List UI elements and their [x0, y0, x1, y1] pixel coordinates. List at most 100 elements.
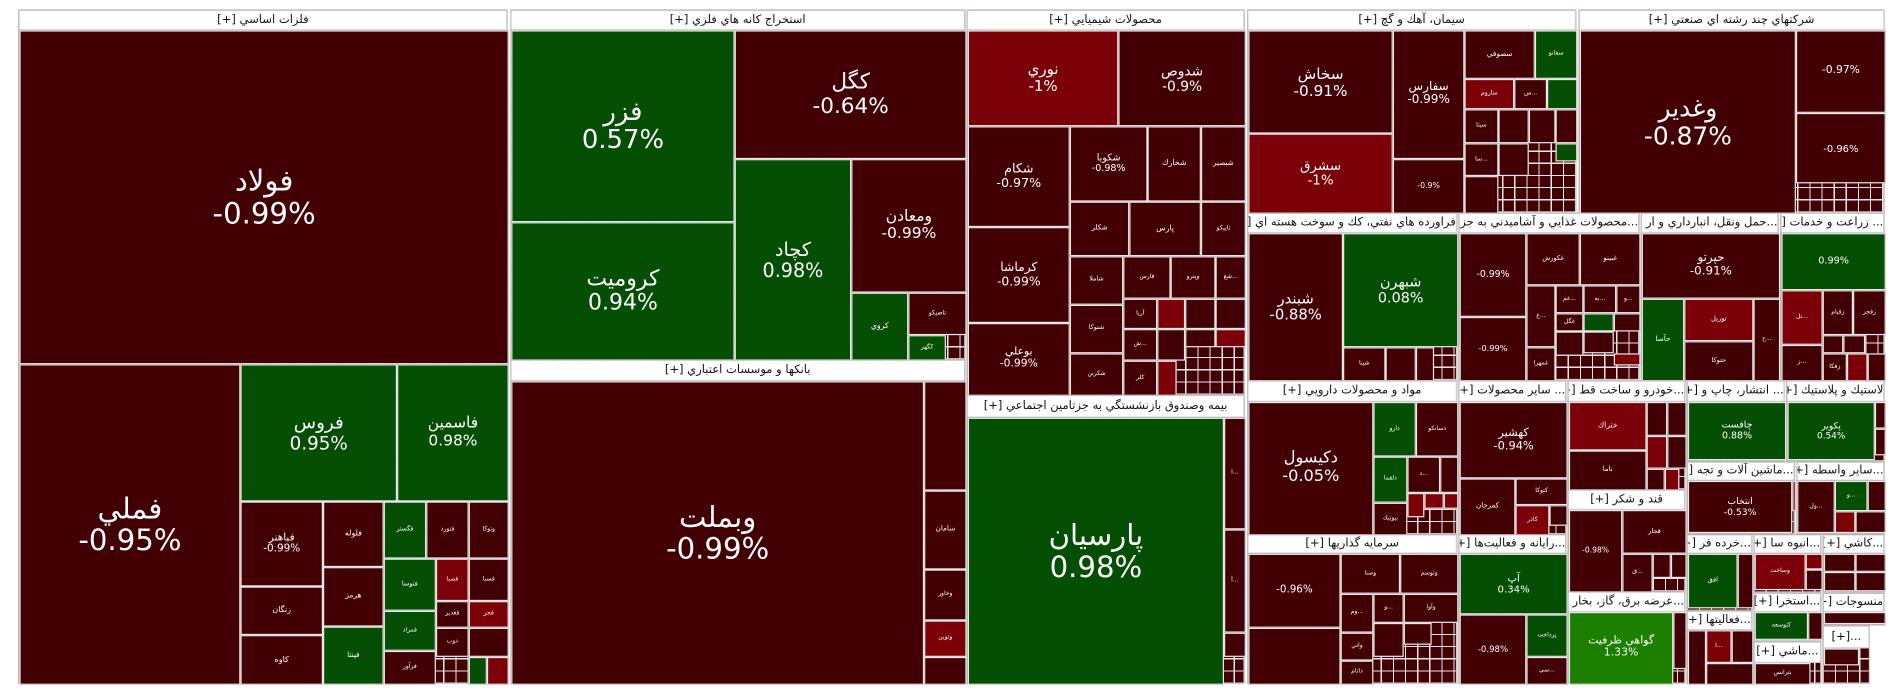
- stock-tile[interactable]: ...و: [1616, 285, 1641, 314]
- stock-tile[interactable]: [1867, 480, 1886, 512]
- stock-tile[interactable]: سخاش -0.91%: [1248, 30, 1393, 134]
- stock-tile[interactable]: [468, 627, 509, 657]
- stock-tile[interactable]: [1855, 571, 1886, 592]
- stock-tile[interactable]: سصوفي: [1464, 30, 1535, 79]
- stock-tile[interactable]: [1498, 143, 1529, 177]
- stock-tile[interactable]: -0.99%: [1459, 316, 1527, 382]
- stock-tile[interactable]: ...ا: [1706, 630, 1732, 664]
- stock-tile[interactable]: 0.99%: [1781, 233, 1886, 291]
- stock-tile[interactable]: كگل -0.64%: [734, 30, 967, 160]
- sector-header[interactable]: ... زراعت و خدمات [+]: [1781, 213, 1884, 234]
- stock-tile[interactable]: [1555, 109, 1578, 144]
- stock-tile[interactable]: بيوتيك: [1373, 502, 1408, 536]
- stock-tile[interactable]: [1667, 401, 1687, 436]
- stock-tile[interactable]: كلر: [1123, 360, 1158, 396]
- stock-tile[interactable]: سامان: [924, 490, 967, 570]
- stock-tile[interactable]: حپرتو -0.91%: [1641, 233, 1781, 299]
- stock-tile[interactable]: [1583, 313, 1614, 332]
- stock-tile[interactable]: بوعلي -0.99%: [967, 323, 1070, 396]
- stock-tile[interactable]: [1215, 329, 1246, 348]
- stock-tile[interactable]: كگهر: [908, 335, 946, 361]
- stock-tile[interactable]: [1185, 298, 1216, 330]
- stock-tile[interactable]: ...به: [1583, 285, 1617, 314]
- stock-tile[interactable]: زقيام: [1822, 290, 1854, 336]
- stock-tile[interactable]: ...شغ: [1215, 256, 1246, 299]
- sector-header[interactable]: ...حمل ونقل، انبارداري و ار [+]: [1641, 213, 1778, 234]
- stock-tile[interactable]: ذوب: [435, 627, 469, 657]
- stock-tile[interactable]: [1874, 401, 1886, 429]
- stock-tile[interactable]: [1855, 553, 1886, 572]
- stock-tile[interactable]: [1687, 630, 1707, 685]
- stock-tile[interactable]: سيتا: [1464, 109, 1499, 144]
- stock-tile[interactable]: ...وم: [1340, 593, 1374, 633]
- stock-tile[interactable]: ...س: [1514, 78, 1548, 110]
- stock-tile[interactable]: [1185, 329, 1216, 348]
- stock-tile[interactable]: حآسا: [1641, 298, 1685, 382]
- sector-header[interactable]: ...عرضه برق، گاز، بخار [+]: [1568, 592, 1685, 613]
- stock-tile[interactable]: شبندر -0.88%: [1248, 233, 1344, 382]
- stock-tile[interactable]: فصبا: [435, 558, 469, 602]
- sector-header[interactable]: مواد و محصولات دارويي [+]: [1248, 381, 1456, 402]
- stock-tile[interactable]: -0.96%: [1795, 112, 1886, 184]
- stock-tile[interactable]: فلوله: [323, 501, 384, 568]
- sector-header[interactable]: ...ساير واسطه [+]: [1797, 462, 1884, 481]
- stock-tile[interactable]: شاملا: [1069, 256, 1124, 305]
- stock-tile[interactable]: [1385, 347, 1416, 382]
- stock-tile[interactable]: فجر: [468, 601, 509, 628]
- stock-tile[interactable]: فتوسا: [383, 558, 436, 611]
- stock-tile[interactable]: [1443, 493, 1459, 509]
- stock-tile[interactable]: فروس 0.95%: [240, 364, 398, 502]
- stock-tile[interactable]: كاذر: [1515, 505, 1550, 536]
- sector-header[interactable]: ...خرده فر [+]: [1687, 535, 1752, 554]
- stock-tile[interactable]: [1549, 505, 1568, 526]
- stock-tile[interactable]: غبينو: [1579, 233, 1641, 286]
- stock-tile[interactable]: غمهرا: [1526, 347, 1556, 382]
- stock-tile[interactable]: فنورد: [426, 501, 469, 559]
- stock-tile[interactable]: [468, 656, 487, 685]
- stock-tile[interactable]: [1646, 435, 1668, 469]
- stock-tile[interactable]: فزر 0.57%: [511, 30, 735, 223]
- stock-tile[interactable]: [1822, 335, 1844, 354]
- stock-tile[interactable]: واتي: [1340, 632, 1374, 661]
- stock-tile[interactable]: غگل: [1555, 313, 1584, 332]
- stock-tile[interactable]: [1823, 571, 1856, 592]
- stock-tile[interactable]: ...و: [1373, 593, 1404, 623]
- sector-header[interactable]: ...رايانه و فعاليت‌ها [+]: [1459, 535, 1566, 554]
- sector-header[interactable]: ...خودرو و ساخت قط [+]: [1568, 381, 1685, 402]
- stock-tile[interactable]: [1664, 468, 1680, 491]
- sector-header[interactable]: لاستيك و پلاستيك [+]: [1787, 381, 1884, 402]
- stock-tile[interactable]: [1555, 143, 1578, 162]
- stock-tile[interactable]: [1157, 329, 1186, 361]
- stock-tile[interactable]: شبصير: [1200, 126, 1246, 202]
- sector-header[interactable]: ... ساير محصولات [+]: [1459, 381, 1566, 402]
- stock-tile[interactable]: [1215, 298, 1246, 330]
- stock-tile[interactable]: [1670, 553, 1687, 579]
- stock-tile[interactable]: -0.98%: [1459, 614, 1527, 685]
- stock-tile[interactable]: وساخت: [1754, 553, 1806, 591]
- stock-tile[interactable]: شبهرن 0.08%: [1343, 233, 1459, 348]
- stock-tile[interactable]: ساروم: [1464, 78, 1515, 110]
- stock-tile[interactable]: شكلر: [1069, 201, 1130, 257]
- stock-tile[interactable]: -0.96%: [1248, 553, 1341, 628]
- stock-tile[interactable]: پرداخت: [1526, 614, 1568, 657]
- stock-tile[interactable]: تاپيكو: [1200, 201, 1246, 257]
- stock-tile[interactable]: وتوكا: [468, 501, 509, 559]
- stock-tile[interactable]: فولاد -0.99%: [19, 30, 509, 365]
- stock-tile[interactable]: [1498, 109, 1529, 144]
- stock-tile[interactable]: انتخاب -0.53%: [1687, 480, 1793, 534]
- stock-tile[interactable]: ...سا: [1464, 143, 1499, 177]
- stock-tile[interactable]: وغدير -0.87%: [1579, 30, 1796, 214]
- stock-tile[interactable]: فملي -0.95%: [19, 364, 241, 685]
- stock-tile[interactable]: وخاور: [924, 569, 967, 621]
- stock-tile[interactable]: ...تل: [1781, 290, 1823, 345]
- stock-tile[interactable]: [1731, 630, 1754, 664]
- stock-tile[interactable]: [1805, 553, 1823, 570]
- stock-tile[interactable]: ختراك: [1568, 401, 1647, 451]
- stock-tile[interactable]: ...آ: [1224, 529, 1246, 633]
- stock-tile[interactable]: [1805, 569, 1823, 591]
- stock-tile[interactable]: [1613, 353, 1641, 366]
- stock-tile[interactable]: -0.9%: [1392, 159, 1465, 214]
- sector-header[interactable]: ... انتشار، چاپ و [+]: [1687, 381, 1784, 402]
- stock-tile[interactable]: [1823, 612, 1886, 625]
- stock-tile[interactable]: [1583, 331, 1614, 354]
